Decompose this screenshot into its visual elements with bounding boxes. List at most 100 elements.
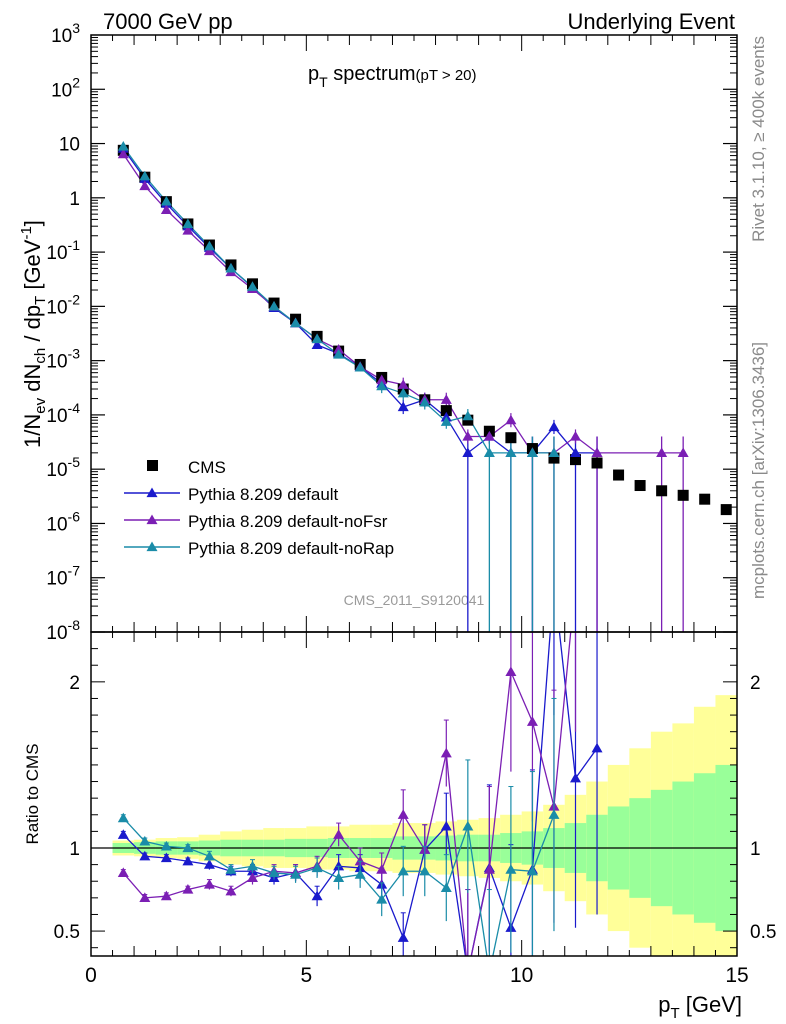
ratio-mc-point [591,742,603,753]
ratio-mc-point [160,840,172,851]
ratio-mc-point [462,820,474,831]
cms-data-point [440,405,452,417]
cms-data-point [720,504,732,516]
side-text-bottom: mcplots.cern.ch [arXiv:1306.3436] [749,342,768,599]
cms-data-point [613,469,625,481]
y-tick-label: 10-8 [46,617,80,644]
ratio-mc-point [376,864,388,874]
ratio-mc-point [354,855,366,866]
ratio-line-1 [122,632,572,956]
spectrum-mc-point [591,447,603,457]
y-tick-label: 1 [69,189,80,210]
spectrum-mc-point [311,333,323,344]
ratio-mc-point [117,812,129,823]
spectrum-mc-point [117,148,129,159]
spectrum-mc-point [182,224,194,235]
spectrum-mc-point [354,361,366,372]
y-tick-label: 102 [51,74,80,101]
ratio-mc-point [440,882,452,893]
ratio-y-tick-label-right: 0.5 [750,922,776,943]
spectrum-mc-point [311,339,323,350]
ratio-mc-point [526,865,538,876]
legend-label: CMS [188,458,226,477]
y-tick-label: 10-1 [46,237,80,264]
y-tick-label: 10-5 [46,454,80,481]
spectrum-mc-point [570,431,581,441]
ratio-mc-point [290,869,302,879]
header-left: 7000 GeV pp [103,9,233,34]
spectrum-mc-point [247,281,258,291]
y-tick-label: 10 [59,135,80,156]
ratio-mc-point [268,867,280,878]
ratio-mc-point [548,809,560,819]
spectrum-mc-point [677,447,689,457]
ratio-mc-point [160,852,172,863]
ratio-mc-point [397,809,409,819]
ratio-y-tick-label-left: 1 [69,839,80,860]
x-tick-label: 10 [510,964,533,987]
ratio-mc-point [311,890,323,901]
spectrum-mc-point [203,240,215,251]
legend-marker-cms [147,460,158,471]
ratio-mc-point [484,967,495,977]
ratio-mc-point [333,872,345,883]
ratio-mc-point [333,829,345,839]
legend-marker-triangle [146,514,158,525]
y-tick-label: 10-3 [46,346,80,373]
spectrum-mc-point [483,447,495,457]
spectrum-mc-point [290,317,302,328]
spectrum-mc-point [462,410,474,421]
y-axis-title-top: 1/Nev dNch / dpT [GeV-1] [18,220,49,448]
legend-label: Pythia 8.209 default-noRap [188,539,394,558]
ratio-mc-point [354,869,366,879]
ratio-mc-point [311,862,323,873]
ratio-mc-point [203,859,215,869]
spectrum-mc-point [376,380,388,391]
spectrum-mc-point [139,170,151,181]
legend-label: Pythia 8.209 default-noFsr [188,512,388,531]
ratio-mc-point [225,885,237,896]
ratio-mc-point [397,865,409,876]
y-tick-label: 10-7 [46,563,80,590]
spectrum-mc-point [526,447,538,457]
cms-data-point [570,454,581,466]
x-tick-label: 15 [725,964,748,987]
ratio-mc-point [247,872,258,883]
ratio-mc-point [462,967,473,977]
legend-marker-triangle [146,487,158,498]
ratio-mc-point [419,865,431,876]
analysis-watermark: CMS_2011_S9120041 [344,592,485,608]
cms-data-point [505,432,517,444]
spectrum-mc-point [376,374,388,385]
ratio-mc-point [247,860,258,871]
spectrum-mc-point [440,416,452,426]
spectrum-mc-point [182,218,194,229]
cms-data-point [591,457,603,469]
x-axis-title: pT [GeV] [658,992,742,1022]
spectrum-line-1 [122,148,598,454]
spectrum-line-3 [122,146,554,454]
ratio-mc-point [397,932,409,942]
spectrum-mc-point [268,300,280,311]
spectrum-mc-point [548,421,560,432]
ratio-mc-point [333,860,345,871]
ratio-mc-point [139,850,151,861]
spectrum-mc-point [117,141,129,151]
spectrum-mc-point [397,379,409,389]
ratio-mc-point [440,747,452,758]
cms-data-point [699,493,711,505]
spectrum-mc-point [548,447,560,457]
spectrum-mc-point [440,394,452,404]
ratio-mc-point [182,855,194,866]
plot-title: pT spectrum(pT > 20) [308,63,477,90]
spectrum-mc-point [570,447,581,457]
spectrum-mc-point [139,180,151,191]
spectrum-mc-point [397,401,409,412]
cms-data-point [677,489,689,501]
spectrum-mc-point [462,431,474,441]
ratio-y-tick-label-right: 1 [750,839,761,860]
ratio-y-tick-label-left: 0.5 [54,922,80,943]
ratio-mc-point [505,666,517,677]
ratio-mc-point [483,864,495,874]
